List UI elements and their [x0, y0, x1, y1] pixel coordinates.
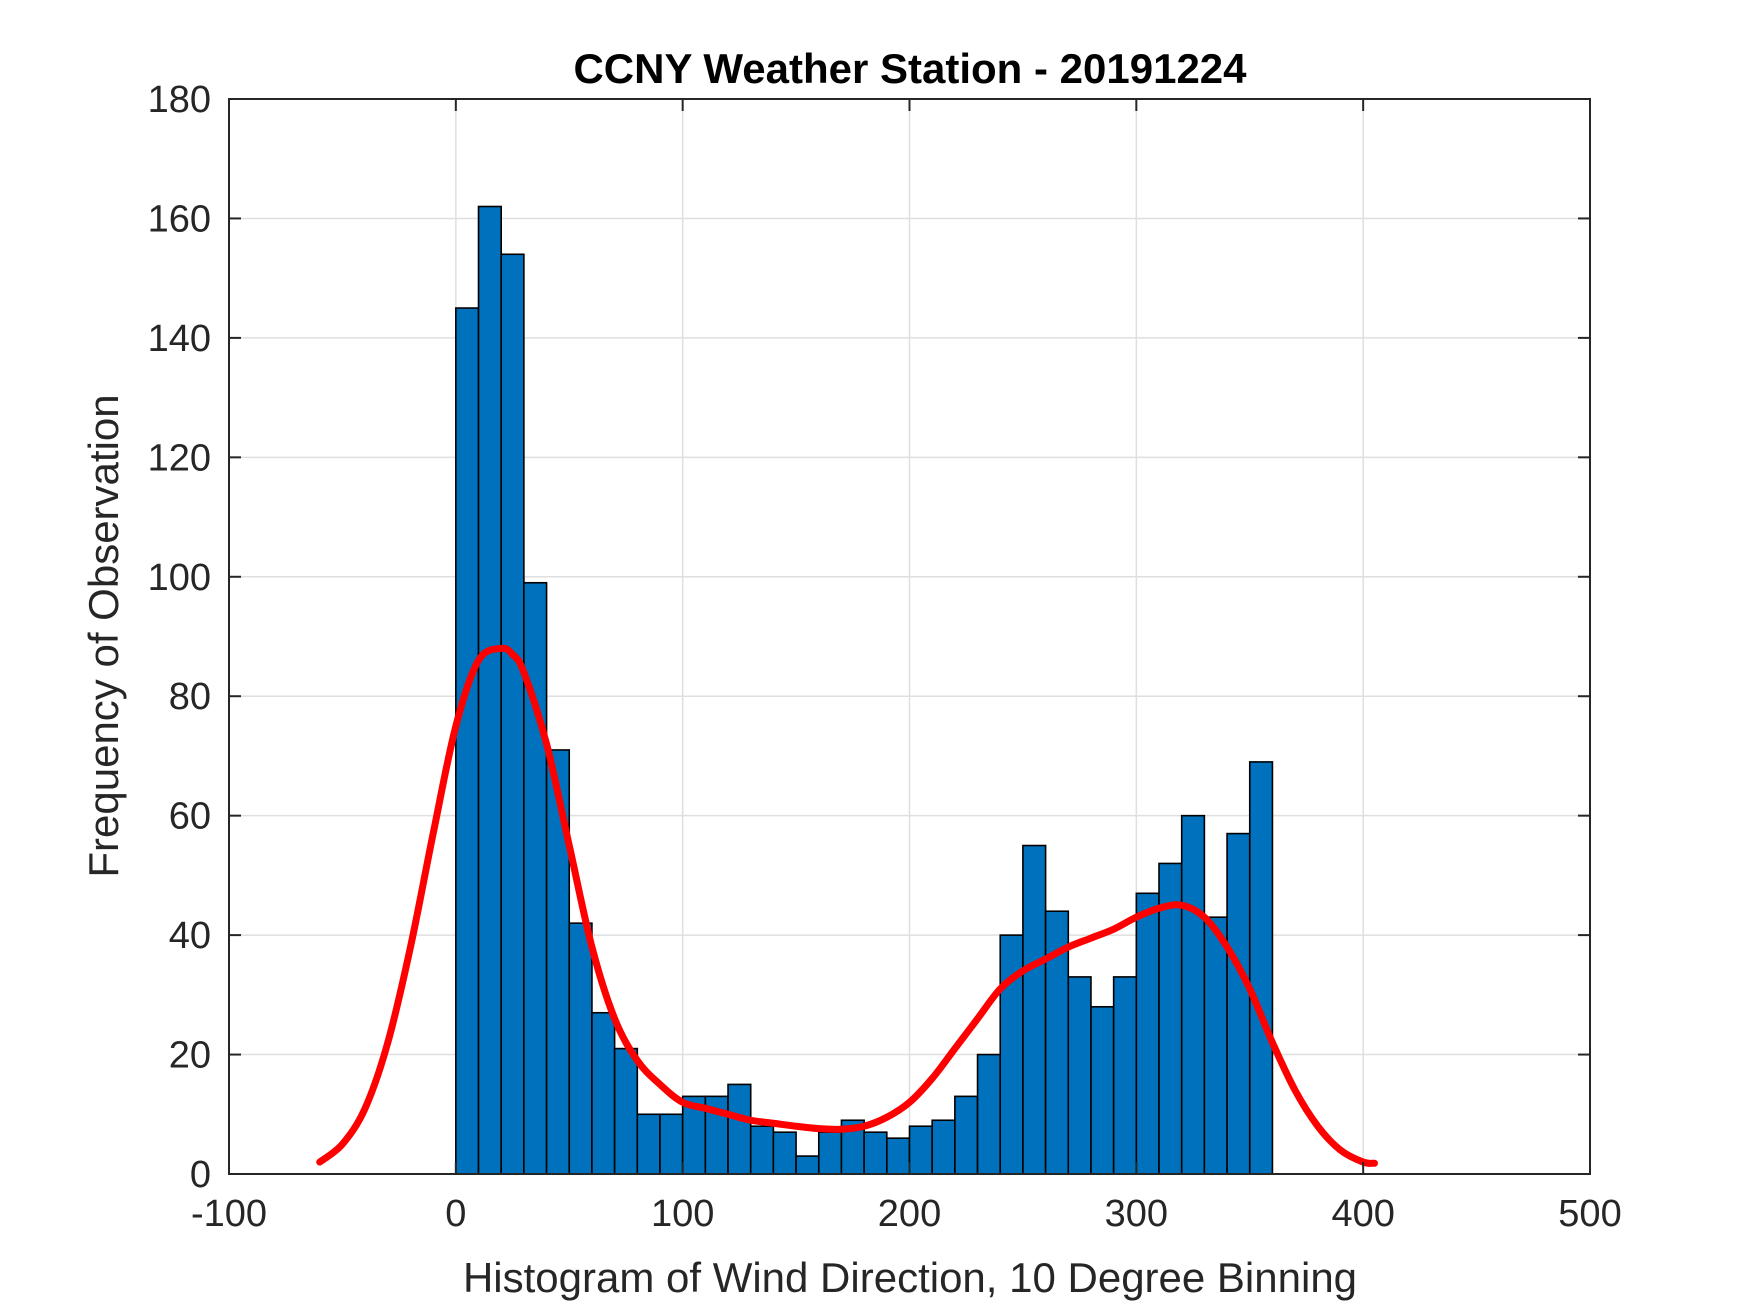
density-curve-group	[316, 644, 1379, 1167]
histogram-bar	[1226, 832, 1251, 1175]
x-tick-label: 200	[878, 1193, 941, 1235]
y-tick-label: 140	[148, 318, 211, 360]
chart-title: CCNY Weather Station - 20191224	[573, 45, 1247, 92]
x-tick-label: 0	[445, 1193, 466, 1235]
x-tick-label: 500	[1558, 1193, 1621, 1235]
histogram-bar	[772, 1131, 797, 1175]
histogram-bar	[749, 1125, 775, 1175]
x-tick-label: 400	[1331, 1193, 1394, 1235]
y-tick-label: 120	[148, 437, 211, 479]
histogram-bar	[523, 581, 548, 1175]
y-tick-label: 180	[148, 79, 211, 121]
histogram-bar	[931, 1119, 956, 1175]
histogram-bar	[568, 922, 593, 1175]
density-curve	[316, 644, 1379, 1167]
histogram-bar	[591, 1011, 616, 1175]
histogram-bar	[954, 1095, 979, 1175]
histogram-bar	[455, 307, 480, 1175]
histogram-bar	[795, 1155, 820, 1175]
histogram-bar	[1067, 976, 1092, 1175]
y-tick-label: 80	[169, 676, 211, 718]
histogram-bar	[1022, 844, 1047, 1175]
histogram-bar	[1248, 761, 1274, 1175]
y-tick-label: 20	[169, 1035, 211, 1077]
x-tick-label: 300	[1105, 1193, 1168, 1235]
y-tick-label: 40	[169, 915, 211, 957]
x-tick-label: 100	[651, 1193, 714, 1235]
histogram-bar	[976, 1053, 1002, 1175]
histogram-bar	[500, 253, 525, 1175]
histogram-bar	[1112, 976, 1138, 1175]
y-tick-label: 100	[148, 557, 211, 599]
histogram-bar	[886, 1137, 911, 1175]
histogram-bar	[817, 1131, 843, 1175]
histogram-bar	[1135, 892, 1160, 1175]
y-tick-label: 60	[169, 796, 211, 838]
x-axis-label: Histogram of Wind Direction, 10 Degree B…	[463, 1254, 1357, 1301]
histogram-bar	[477, 205, 502, 1175]
x-tick-label: -100	[191, 1193, 267, 1235]
y-tick-label: 0	[190, 1154, 211, 1196]
histogram-bar	[1203, 916, 1228, 1175]
histogram-bar	[1180, 814, 1206, 1175]
histogram-bar	[613, 1047, 639, 1175]
histogram-bar	[1090, 1005, 1115, 1175]
y-tick-label: 160	[148, 198, 211, 240]
histogram-bar	[727, 1083, 752, 1175]
plot-frame	[228, 98, 1591, 1175]
tick-labels: -100 0 100 200 300 400 50002040608010012014016…	[148, 79, 1622, 1235]
histogram-bar	[659, 1113, 684, 1175]
histogram-bar	[636, 1113, 661, 1175]
histogram-bar	[908, 1125, 933, 1175]
histogram-bar	[863, 1131, 888, 1175]
y-axis-label: Frequency of Observation	[80, 394, 127, 877]
